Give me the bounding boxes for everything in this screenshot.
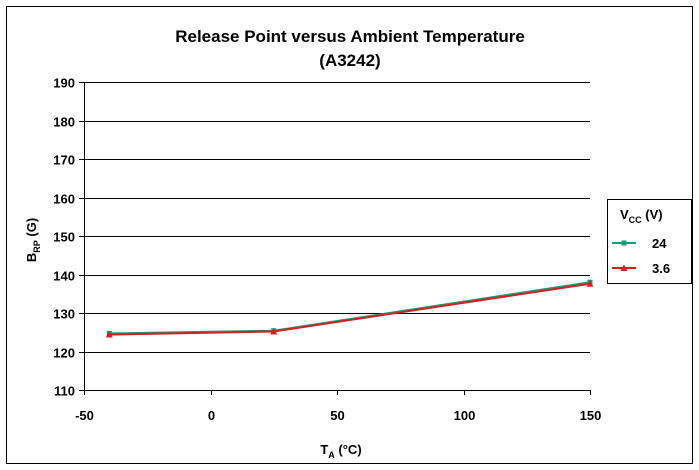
chart-subtitle: (A3242) xyxy=(319,51,380,70)
y-tick-label: 150 xyxy=(53,230,75,245)
legend-swatch-marker xyxy=(622,241,627,246)
chart-title: Release Point versus Ambient Temperature xyxy=(175,27,525,46)
legend-label: 3.6 xyxy=(652,261,670,276)
y-tick-label: 120 xyxy=(53,346,75,361)
x-tick-label: 0 xyxy=(208,408,215,423)
x-tick-label: 150 xyxy=(580,408,602,423)
y-tick-label: 140 xyxy=(53,269,75,284)
y-tick-label: 130 xyxy=(53,307,75,322)
legend: VCC (V) 243.6 xyxy=(608,200,692,284)
y-tick-label: 170 xyxy=(53,153,75,168)
y-tick-label: 180 xyxy=(53,115,75,130)
y-tick-label: 160 xyxy=(53,192,75,207)
y-tick-labels: 110 120 130 140 150 160 170 180 190 xyxy=(53,76,75,399)
y-tick-label: 190 xyxy=(53,76,75,91)
chart-border xyxy=(7,7,693,464)
y-tick-label: 110 xyxy=(54,384,75,399)
legend-label: 24 xyxy=(652,236,667,251)
x-tick-label: 100 xyxy=(454,408,476,423)
x-tick-label: 50 xyxy=(330,408,344,423)
x-tick-label: -50 xyxy=(75,408,94,423)
